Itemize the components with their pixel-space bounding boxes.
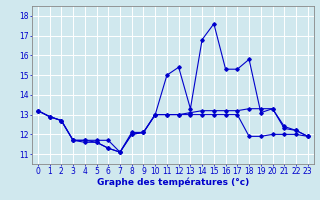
X-axis label: Graphe des températures (°c): Graphe des températures (°c) [97, 178, 249, 187]
